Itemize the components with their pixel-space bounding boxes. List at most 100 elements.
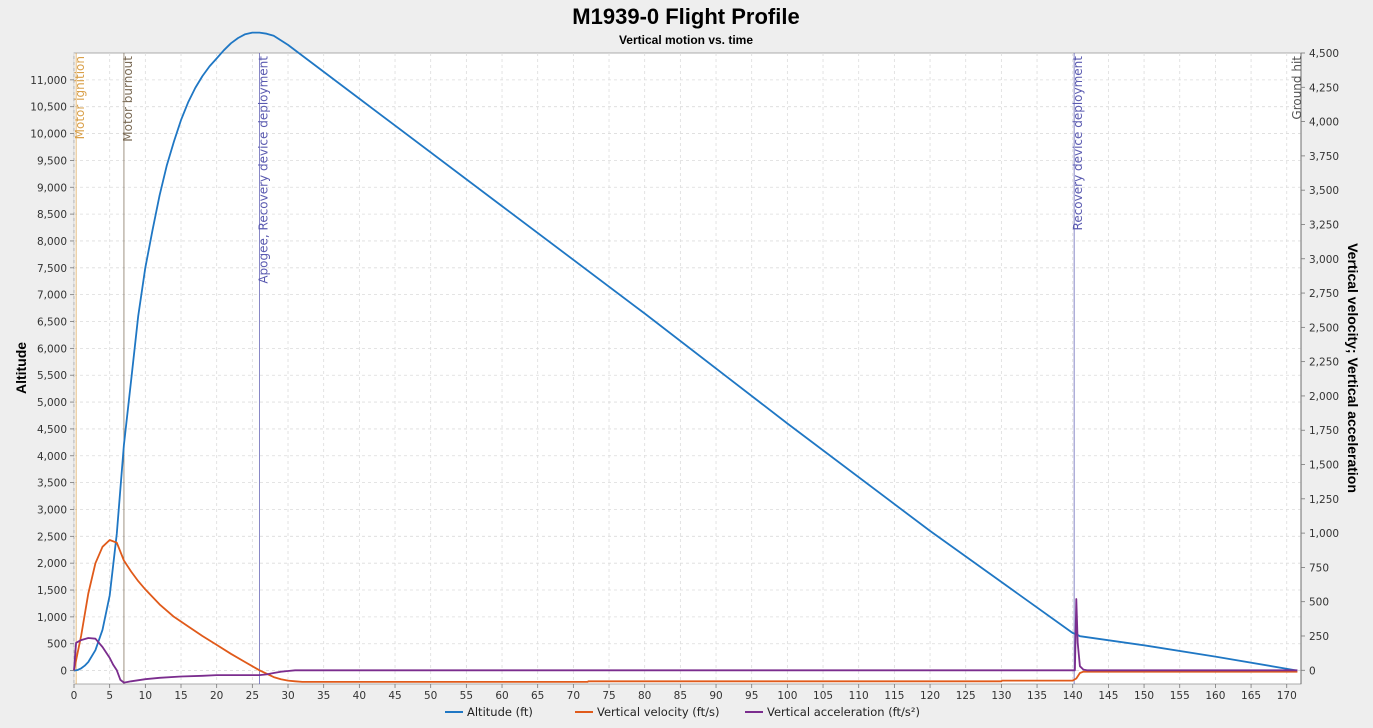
x-tick-label: 35	[317, 690, 330, 702]
y-right-tick-label: 3,250	[1309, 219, 1339, 231]
y-left-tick-label: 11,000	[30, 75, 67, 87]
y-left-tick-label: 9,500	[37, 155, 67, 167]
legend: Altitude (ft) Vertical velocity (ft/s) Ver…	[445, 705, 920, 719]
y-right-tick-label: 3,750	[1309, 151, 1339, 163]
y-left-tick-label: 6,000	[37, 343, 67, 355]
x-tick-label: 125	[956, 690, 976, 702]
y-right-tick-label: 3,500	[1309, 185, 1339, 197]
y-right-tick-label: 1,500	[1309, 460, 1339, 472]
x-tick-label: 10	[139, 690, 152, 702]
series-line	[73, 31, 1298, 672]
x-tick-label: 105	[813, 690, 833, 702]
x-tick-label: 75	[602, 690, 615, 702]
x-tick-label: 135	[1027, 690, 1047, 702]
x-tick-label: 65	[531, 690, 544, 702]
x-tick-label: 50	[424, 690, 437, 702]
x-tick-label: 150	[1134, 690, 1154, 702]
y-right-tick-label: 1,250	[1309, 494, 1339, 506]
x-tick-label: 0	[71, 690, 78, 702]
legend-label: Altitude (ft)	[467, 705, 533, 719]
y-left-tick-label: 5,000	[37, 397, 67, 409]
y-left-tick-label: 10,500	[30, 102, 67, 114]
x-tick-label: 130	[991, 690, 1011, 702]
y-left-tick-label: 6,500	[37, 317, 67, 329]
x-tick-label: 60	[495, 690, 508, 702]
y-axis-left: 0 500 1,000 1,500 2,000 2,500 3,000 3,500 4,000 4…	[30, 75, 74, 678]
y-left-tick-label: 2,000	[37, 558, 67, 570]
y-left-tick-label: 4,500	[37, 424, 67, 436]
y-right-tick-label: 500	[1309, 597, 1329, 609]
y-right-tick-label: 2,250	[1309, 357, 1339, 369]
y-left-tick-label: 3,500	[37, 478, 67, 490]
x-tick-label: 160	[1205, 690, 1225, 702]
y-right-tick-label: 750	[1309, 562, 1329, 574]
y-left-tick-label: 8,000	[37, 236, 67, 248]
y-left-tick-label: 5,500	[37, 370, 67, 382]
y-left-tick-label: 1,000	[37, 612, 67, 624]
legend-label: Vertical acceleration (ft/s²)	[767, 705, 920, 719]
y-left-tick-label: 3,000	[37, 504, 67, 516]
y-right-tick-label: 1,750	[1309, 425, 1339, 437]
y-axis-right-title: Vertical velocity; Vertical acceleration	[1345, 243, 1361, 493]
y-right-tick-label: 2,000	[1309, 391, 1339, 403]
y-left-tick-label: 0	[60, 666, 67, 678]
y-right-tick-label: 2,500	[1309, 322, 1339, 334]
y-left-tick-label: 500	[47, 639, 67, 651]
event-label: Recovery device deployment	[1071, 56, 1085, 231]
y-right-tick-label: 3,000	[1309, 254, 1339, 266]
y-right-tick-label: 4,000	[1309, 117, 1339, 129]
x-tick-label: 170	[1277, 690, 1297, 702]
event-label: Motor ignition	[73, 56, 87, 139]
event-label: Motor burnout	[121, 56, 135, 142]
y-right-tick-label: 4,250	[1309, 82, 1339, 94]
x-tick-label: 5	[106, 690, 113, 702]
x-tick-label: 85	[674, 690, 687, 702]
y-left-tick-label: 9,000	[37, 182, 67, 194]
event-label: Ground hit	[1290, 56, 1304, 120]
x-tick-label: 70	[567, 690, 580, 702]
x-tick-label: 110	[849, 690, 869, 702]
y-left-tick-label: 10,000	[30, 129, 67, 141]
x-tick-label: 90	[709, 690, 722, 702]
chart-title: M1939-0 Flight Profile	[572, 4, 799, 29]
y-axis-left-title: Altitude	[13, 342, 29, 394]
x-tick-label: 25	[246, 690, 259, 702]
y-left-tick-label: 7,500	[37, 263, 67, 275]
x-tick-label: 165	[1241, 690, 1261, 702]
chart-subtitle: Vertical motion vs. time	[619, 33, 753, 47]
series-lines	[73, 31, 1298, 684]
y-left-tick-label: 1,500	[37, 585, 67, 597]
x-tick-label: 45	[388, 690, 401, 702]
x-tick-label: 95	[745, 690, 758, 702]
series-line	[73, 539, 1298, 683]
y-right-tick-label: 250	[1309, 631, 1329, 643]
x-tick-label: 155	[1170, 690, 1190, 702]
x-tick-label: 30	[281, 690, 294, 702]
y-right-tick-label: 1,000	[1309, 528, 1339, 540]
x-tick-label: 145	[1098, 690, 1118, 702]
y-right-tick-label: 2,750	[1309, 288, 1339, 300]
x-tick-label: 55	[460, 690, 473, 702]
series-line	[73, 598, 1298, 684]
y-left-tick-label: 7,000	[37, 290, 67, 302]
x-tick-label: 80	[638, 690, 651, 702]
x-tick-label: 15	[174, 690, 187, 702]
plot-area	[73, 52, 1302, 685]
x-tick-label: 115	[884, 690, 904, 702]
y-axis-right: 0 250 500 750 1,000 1,250 1,500 1,750 2,000 2,250…	[1301, 48, 1339, 677]
x-tick-label: 20	[210, 690, 223, 702]
x-tick-label: 40	[353, 690, 366, 702]
legend-label: Vertical velocity (ft/s)	[597, 705, 720, 719]
event-markers: Motor ignition Motor burnout Apogee, Recov…	[73, 53, 1304, 684]
y-left-tick-label: 2,500	[37, 531, 67, 543]
x-tick-label: 140	[1063, 690, 1083, 702]
y-right-tick-label: 0	[1309, 665, 1316, 677]
y-left-tick-label: 4,000	[37, 451, 67, 463]
event-label: Apogee, Recovery device deployment	[256, 56, 270, 284]
y-left-tick-label: 8,500	[37, 209, 67, 221]
y-right-tick-label: 4,500	[1309, 48, 1339, 60]
x-tick-label: 100	[777, 690, 797, 702]
x-tick-label: 120	[920, 690, 940, 702]
x-axis: 0 5 10 15 20 25 30 35 40 45 50 55 60 65 70 75 80 85 90 95 10…	[71, 684, 1297, 702]
